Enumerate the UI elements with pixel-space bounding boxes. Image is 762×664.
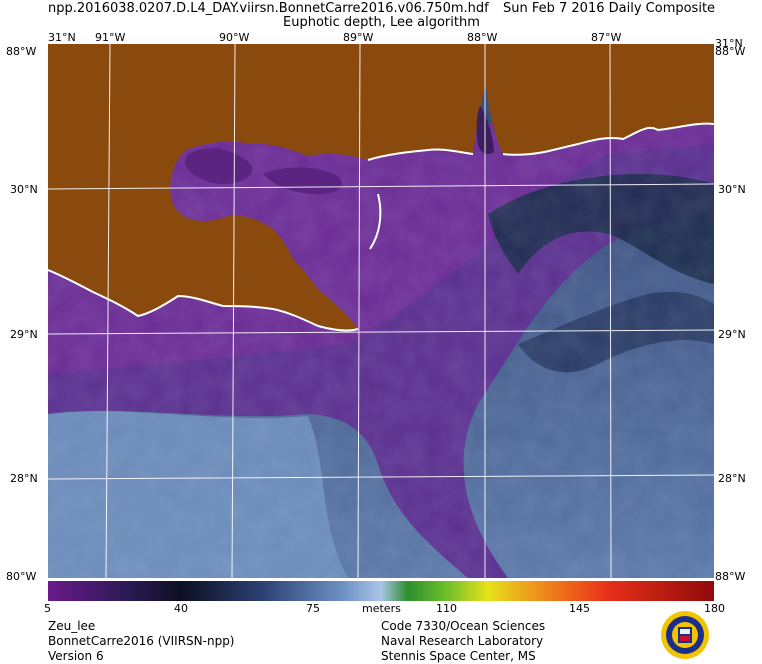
lon-label-87w: 87°W <box>591 31 622 44</box>
colorbar-tick-5: 5 <box>44 602 51 615</box>
file-name-title: npp.2016038.0207.D.L4_DAY.viirsn.BonnetC… <box>48 1 489 16</box>
lon-label-90w: 90°W <box>219 31 250 44</box>
lon-label-89w: 89°W <box>343 31 374 44</box>
lake-pontchartrain <box>185 148 253 184</box>
colorbar-tick-180: 180 <box>704 602 725 615</box>
footer-location: Stennis Space Center, MS <box>381 649 536 663</box>
footer-org-name: Naval Research Laboratory <box>381 634 544 648</box>
footer-product-code: Zeu_lee <box>48 619 96 633</box>
colorbar-tick-75: 75 <box>306 602 320 615</box>
lat-label-left-30n: 30°N <box>10 183 38 196</box>
land-mass <box>48 44 714 331</box>
footer-version: Version 6 <box>48 649 104 663</box>
colorbar-tick-40: 40 <box>174 602 188 615</box>
composite-date: Sun Feb 7 2016 Daily Composite <box>503 1 716 16</box>
graticule <box>48 44 714 578</box>
corner-lon-top-right: 88°W <box>715 45 746 58</box>
lat-label-left-29n: 29°N <box>10 328 38 341</box>
lon-label-88w: 88°W <box>467 31 498 44</box>
nrl-seal-icon <box>661 611 709 659</box>
lat-label-right-30n: 30°N <box>718 183 746 196</box>
corner-label-bottom-right: 88°W <box>715 570 746 583</box>
depth-colorbar <box>48 581 714 601</box>
euphotic-depth-map <box>48 44 714 578</box>
corner-lat-top-left: 31°N <box>48 31 76 44</box>
footer-dataset: BonnetCarre2016 (VIIRSN-npp) <box>48 634 235 648</box>
lat-label-left-28n: 28°N <box>10 472 38 485</box>
lat-label-right-29n: 29°N <box>718 328 746 341</box>
lat-label-right-28n: 28°N <box>718 472 746 485</box>
colorbar-tick-110: 110 <box>436 602 457 615</box>
coastline <box>48 269 359 332</box>
lon-label-91w: 91°W <box>95 31 126 44</box>
footer-org-code: Code 7330/Ocean Sciences <box>381 619 546 633</box>
coastline-east <box>367 122 714 161</box>
corner-lon-top-left: 88°W <box>6 45 37 58</box>
colorbar-tick-145: 145 <box>569 602 590 615</box>
corner-lat-top-right: 31°N <box>715 37 743 50</box>
product-title: Euphotic depth, Lee algorithm <box>283 15 480 30</box>
corner-label-bottom-left: 80°W <box>6 570 37 583</box>
chandeleur-islands <box>369 193 382 250</box>
colorbar-unit-label: meters <box>362 602 401 615</box>
